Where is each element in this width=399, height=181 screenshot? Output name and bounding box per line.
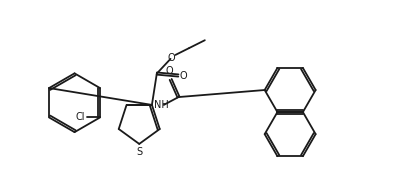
- Text: O: O: [179, 71, 187, 81]
- Text: S: S: [136, 147, 142, 157]
- Text: NH: NH: [154, 100, 169, 110]
- Text: O: O: [168, 53, 175, 63]
- Text: O: O: [166, 66, 174, 77]
- Text: Cl: Cl: [76, 112, 85, 123]
